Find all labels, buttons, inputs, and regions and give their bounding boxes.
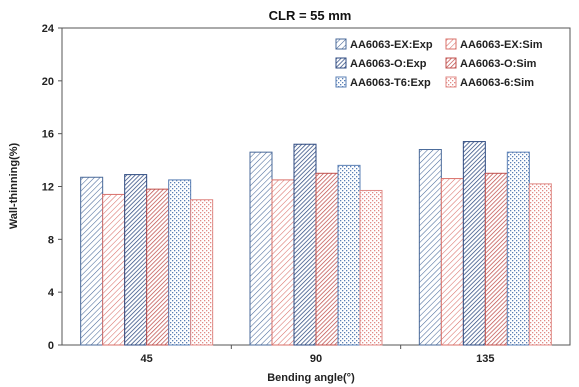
bar-aa6063-ex-exp-45 <box>80 176 104 346</box>
bar-aa6063-t6-exp-45 <box>168 179 192 346</box>
bar-aa6063-o-exp-90 <box>293 143 317 346</box>
bar-aa6063-o-exp-45 <box>124 174 148 346</box>
y-tick-label: 24 <box>42 23 55 35</box>
y-tick-label: 8 <box>48 234 54 246</box>
legend-swatch <box>445 57 457 69</box>
x-tick-label: 45 <box>141 353 153 365</box>
x-axis-title: Bending angle(°) <box>267 372 355 384</box>
bar-aa6063-o-sim-135 <box>484 172 508 346</box>
legend-label: AA6063-O:Exp <box>350 58 427 70</box>
bar-aa6063-o-exp-135 <box>462 141 486 346</box>
legend-label: AA6063-6:Sim <box>460 77 534 89</box>
legend-swatch <box>335 76 347 88</box>
bar-aa6063-6-sim-135 <box>528 183 552 346</box>
legend-swatch <box>335 57 347 69</box>
bar-aa6063-ex-sim-135 <box>440 178 464 346</box>
bar-aa6063-6-sim-90 <box>359 189 383 346</box>
bar-aa6063-t6-exp-135 <box>506 151 530 346</box>
y-tick-label: 12 <box>42 182 54 194</box>
legend-label: AA6063-EX:Sim <box>460 39 543 51</box>
legend-swatch <box>335 38 347 50</box>
legend-swatch <box>445 38 457 50</box>
bar-aa6063-t6-exp-90 <box>337 164 361 346</box>
legend-label: AA6063-EX:Exp <box>350 39 433 51</box>
y-axis-title: Wall-thinning(%) <box>8 142 20 229</box>
chart-title: CLR = 55 mm <box>269 8 352 23</box>
bar-aa6063-ex-sim-90 <box>271 179 295 346</box>
legend-label: AA6063-O:Sim <box>460 58 537 70</box>
bar-aa6063-o-sim-45 <box>146 188 170 346</box>
y-tick-label: 16 <box>42 129 54 141</box>
bar-aa6063-o-sim-90 <box>315 172 339 346</box>
legend-swatch <box>445 76 457 88</box>
bar-aa6063-ex-exp-90 <box>249 151 273 346</box>
bar-aa6063-6-sim-45 <box>190 199 214 346</box>
y-tick-label: 0 <box>48 340 54 352</box>
legend-label: AA6063-T6:Exp <box>350 77 431 89</box>
x-tick-label: 90 <box>310 353 322 365</box>
y-tick-label: 20 <box>42 76 54 88</box>
bar-aa6063-ex-sim-45 <box>102 193 126 346</box>
bar-aa6063-ex-exp-135 <box>418 149 442 346</box>
y-tick-label: 4 <box>48 287 55 299</box>
x-tick-label: 135 <box>476 353 494 365</box>
legend: AA6063-EX:Exp AA6063-EX:Sim AA6063-O:Exp AA… <box>335 38 543 89</box>
plot-area: 0 4 8 12 16 20 24 45 90 135 <box>42 23 571 365</box>
